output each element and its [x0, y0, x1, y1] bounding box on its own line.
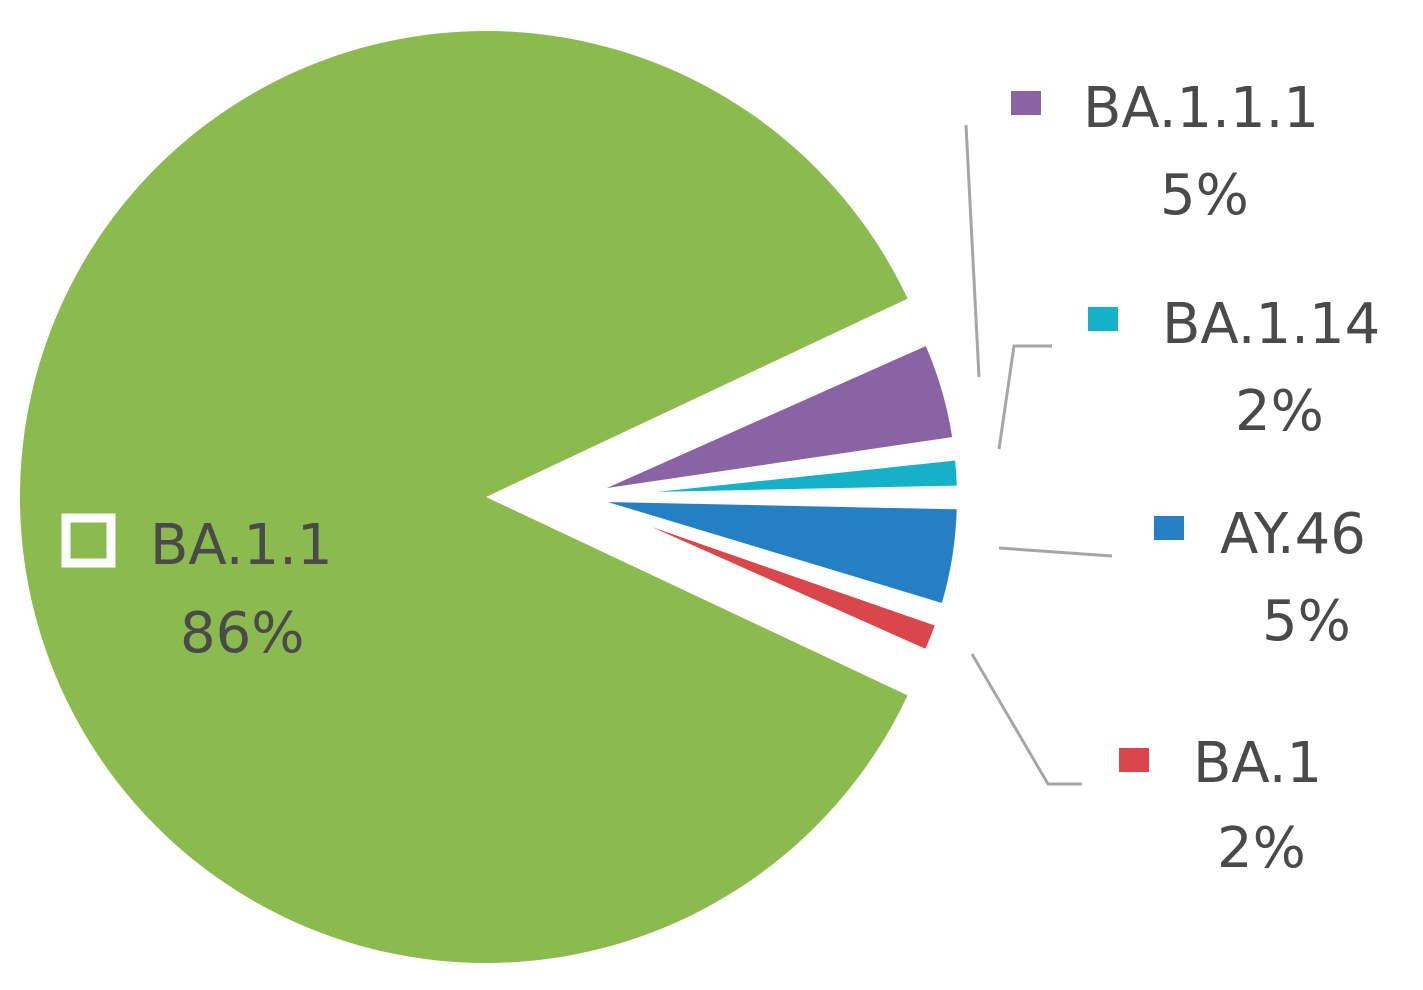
pie-slice-ba-1-1-1: [584, 338, 960, 498]
data-label-ay-46: AY.46 5%: [1154, 502, 1366, 654]
slice-percent-ba-1-1-1: 5%: [1160, 163, 1249, 228]
slice-percent-ba-1: 2%: [1217, 816, 1306, 881]
legend-key-ba-1-1-1: [1011, 91, 1041, 115]
slice-name-ba-1-14: BA.1.14: [1162, 292, 1380, 357]
slice-name-ba-1-1: BA.1.1: [150, 513, 333, 578]
pie-slice-ba-1-14: [585, 454, 963, 500]
pie-slice-ba-1-1: [19, 31, 908, 963]
leader-line-ba-1: [970, 653, 1082, 786]
slice-percent-ba-1-14: 2%: [1235, 379, 1324, 444]
legend-key-ba-1-14: [1088, 307, 1118, 331]
leader-line-ba-1-14: [997, 344, 1052, 450]
pie-slice-ba-1: [584, 497, 943, 657]
data-label-ba-1-1: BA.1.1 86%: [61, 513, 333, 666]
data-label-ba-1-14: BA.1.14 2%: [1088, 292, 1380, 444]
slice-name-ay-46: AY.46: [1220, 502, 1366, 567]
slice-name-ba-1: BA.1: [1193, 731, 1322, 796]
data-label-ba-1-1-1: BA.1.1.1 5%: [1011, 76, 1319, 228]
leader-line-ay-46: [998, 546, 1113, 558]
legend-key-ba-1-1: [61, 513, 116, 568]
slice-percent-ba-1-1: 86%: [180, 601, 304, 666]
slice-name-ba-1-1-1: BA.1.1.1: [1083, 76, 1319, 141]
data-label-ba-1: BA.1 2%: [1119, 731, 1322, 881]
legend-key-ay-46: [1154, 516, 1184, 540]
legend-key-ba-1: [1119, 748, 1149, 772]
slice-percent-ay-46: 5%: [1262, 589, 1351, 654]
pie-slice-ay-46: [585, 495, 963, 611]
leader-line-ba-1-1-1: [964, 124, 981, 378]
